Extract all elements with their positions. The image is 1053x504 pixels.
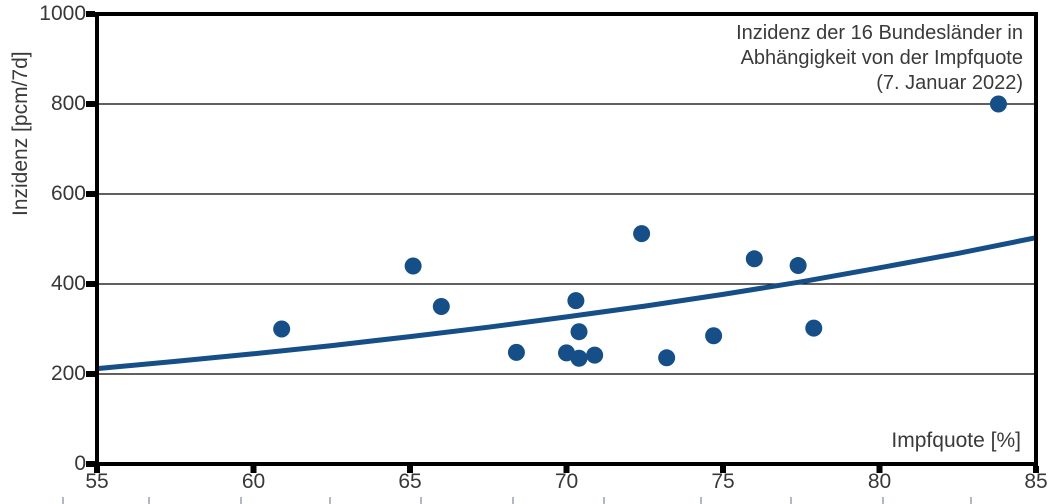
y-tick-label: 800 — [50, 92, 86, 115]
data-point — [432, 298, 450, 315]
chart-title: Inzidenz der 16 Bundesländer in Abhängig… — [736, 21, 1023, 96]
data-point — [633, 225, 651, 243]
data-point — [658, 349, 676, 367]
x-tick-mark — [250, 466, 257, 473]
data-point — [404, 257, 422, 275]
y-tick-mark — [86, 371, 95, 377]
bottom-faint-mark — [420, 497, 422, 504]
y-tick-label: 1000 — [39, 2, 86, 25]
trend-line — [96, 235, 1037, 372]
data-point — [273, 320, 291, 338]
bottom-faint-mark — [970, 497, 972, 504]
x-tick-mark — [876, 466, 883, 473]
data-point — [705, 327, 723, 345]
x-tick-label: 65 — [398, 470, 422, 493]
data-point — [789, 257, 807, 275]
y-tick-label: 600 — [50, 182, 86, 205]
chart-title-line-2: Abhängigkeit von der Impfquote — [740, 47, 1023, 69]
y-tick-mark — [86, 281, 95, 287]
x-tick-label: 75 — [711, 470, 735, 493]
y-tick-mark — [86, 11, 95, 17]
bottom-faint-mark — [329, 497, 331, 504]
x-tick-label: 70 — [554, 470, 579, 493]
x-tick-mark — [1033, 466, 1039, 473]
bottom-faint-mark — [62, 497, 64, 504]
x-tick-label: 85 — [1024, 470, 1048, 493]
y-tick-mark — [86, 461, 95, 467]
plot-frame — [95, 12, 1038, 466]
x-tick-label: 55 — [85, 470, 109, 493]
data-point — [570, 349, 588, 367]
bottom-faint-mark — [603, 497, 605, 504]
data-point — [989, 95, 1007, 113]
y-tick-label: 400 — [50, 272, 86, 295]
data-point — [507, 343, 525, 361]
bottom-faint-mark — [700, 497, 702, 504]
data-point — [570, 323, 588, 341]
y-axis-title: Inzidenz [pcm/7d] — [9, 51, 32, 216]
bottom-faint-mark — [240, 497, 242, 504]
bottom-faint-mark — [790, 497, 792, 504]
x-tick-mark — [563, 466, 570, 473]
x-tick-mark — [720, 466, 726, 473]
data-point — [586, 346, 604, 364]
bottom-faint-mark — [512, 497, 514, 504]
x-tick-mark — [94, 466, 100, 473]
y-tick-label: 0 — [74, 452, 86, 475]
data-point — [567, 292, 585, 310]
x-tick-label: 80 — [867, 470, 892, 493]
chart-title-line-1: Inzidenz der 16 Bundesländer in — [736, 22, 1023, 44]
y-tick-mark — [86, 191, 95, 197]
y-tick-mark — [86, 101, 95, 107]
chart-title-line-3: (7. Januar 2022) — [876, 72, 1023, 94]
y-tick-label: 200 — [50, 362, 86, 385]
bottom-faint-mark — [148, 497, 150, 504]
x-tick-mark — [407, 466, 413, 473]
x-tick-label: 60 — [241, 470, 266, 493]
bottom-faint-mark — [882, 497, 884, 504]
x-axis-title: Impfquote [%] — [891, 429, 1021, 452]
data-point — [745, 250, 763, 268]
data-point — [805, 319, 823, 337]
